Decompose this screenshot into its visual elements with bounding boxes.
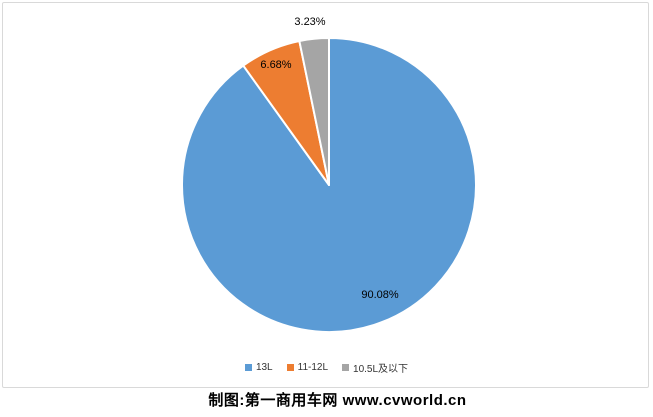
legend-swatch-icon <box>286 364 294 371</box>
legend-swatch-icon <box>244 364 252 371</box>
legend-label: 10.5L及以下 <box>353 364 409 375</box>
data-label-1: 6.68% <box>260 59 291 71</box>
legend-swatch-icon <box>342 364 350 371</box>
watermark-credit: 制图:第一商用车网 www.cvworld.cn <box>208 392 467 409</box>
legend: 13L 11-12L 10.5L及以下 <box>0 360 653 375</box>
legend-label: 13L <box>255 362 273 373</box>
legend-item-2: 10.5L及以下 <box>342 360 408 375</box>
data-label-2: 3.23% <box>294 16 325 28</box>
pie-slice-2 <box>298 37 330 186</box>
data-label-0: 90.08% <box>361 289 399 301</box>
legend-item-0: 13L <box>244 362 273 373</box>
legend-item-1: 11-12L <box>286 362 329 373</box>
legend-label: 11-12L <box>297 362 329 373</box>
